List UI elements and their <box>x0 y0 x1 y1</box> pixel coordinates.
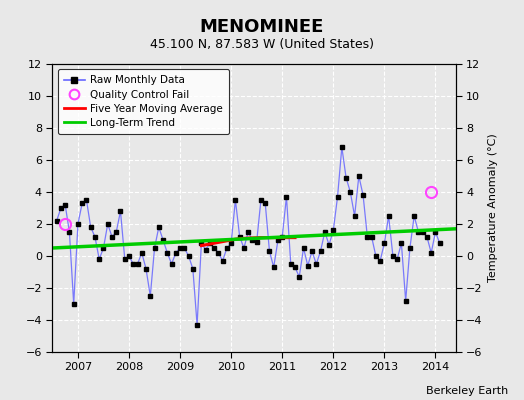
Y-axis label: Temperature Anomaly (°C): Temperature Anomaly (°C) <box>488 134 498 282</box>
Text: MENOMINEE: MENOMINEE <box>200 18 324 36</box>
Text: 45.100 N, 87.583 W (United States): 45.100 N, 87.583 W (United States) <box>150 38 374 51</box>
Legend: Raw Monthly Data, Quality Control Fail, Five Year Moving Average, Long-Term Tren: Raw Monthly Data, Quality Control Fail, … <box>58 69 229 134</box>
Text: Berkeley Earth: Berkeley Earth <box>426 386 508 396</box>
